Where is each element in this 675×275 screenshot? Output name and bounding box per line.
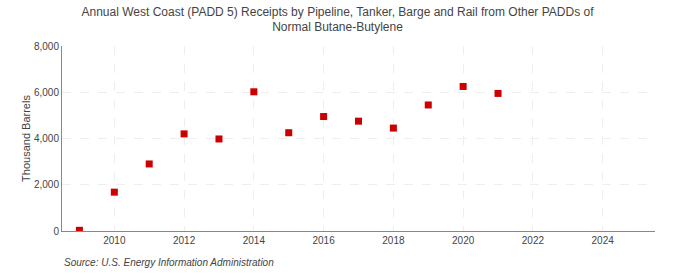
svg-text:2010: 2010 [103, 235, 126, 246]
svg-text:2020: 2020 [452, 235, 475, 246]
svg-text:2012: 2012 [173, 235, 196, 246]
svg-text:2014: 2014 [243, 235, 266, 246]
svg-text:Source: U.S. Energy Informatio: Source: U.S. Energy Information Administ… [64, 257, 274, 268]
svg-text:2024: 2024 [592, 235, 615, 246]
svg-text:8,000: 8,000 [34, 41, 59, 52]
svg-text:2022: 2022 [522, 235, 545, 246]
svg-text:4,000: 4,000 [34, 133, 59, 144]
svg-text:2018: 2018 [382, 235, 405, 246]
svg-text:Thousand Barrels: Thousand Barrels [20, 95, 32, 182]
svg-text:Annual West Coast (PADD 5) Rec: Annual West Coast (PADD 5) Receipts by P… [81, 5, 594, 35]
svg-text:6,000: 6,000 [34, 87, 59, 98]
svg-text:2,000: 2,000 [34, 179, 59, 190]
svg-text:0: 0 [53, 226, 59, 237]
svg-text:2016: 2016 [312, 235, 335, 246]
